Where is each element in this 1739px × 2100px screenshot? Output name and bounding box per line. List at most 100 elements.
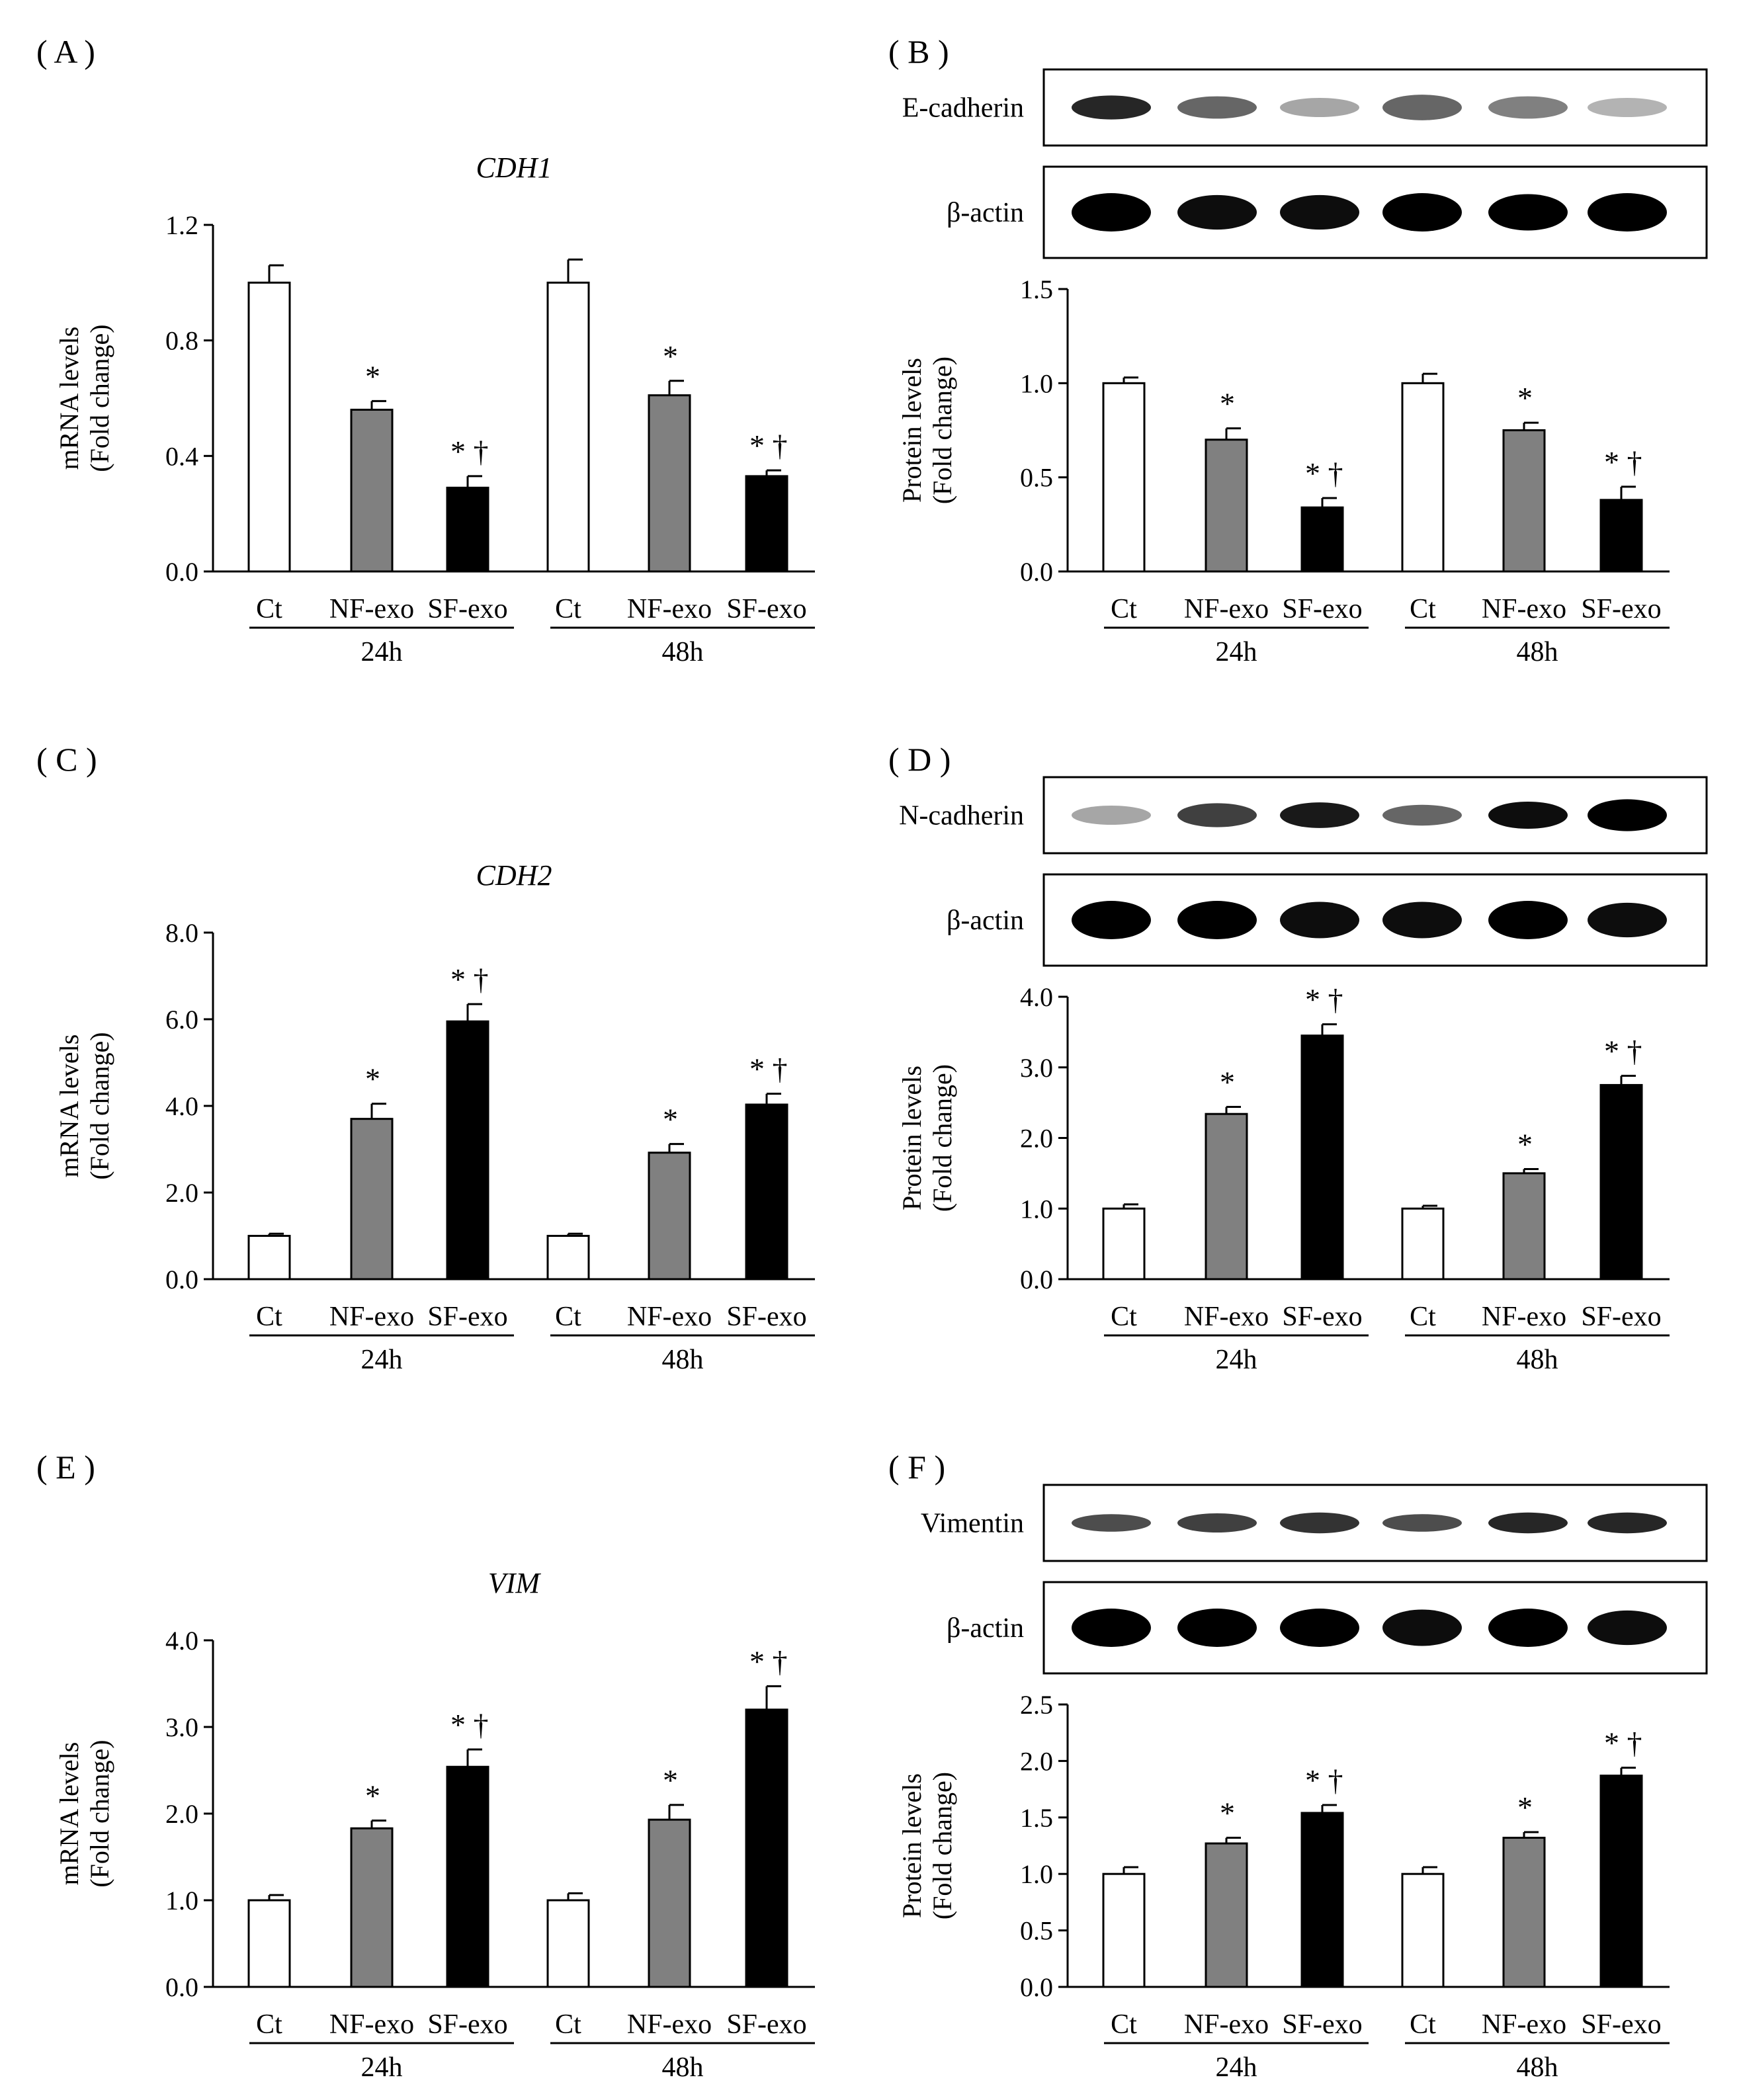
bar-nf-exo-4 <box>1502 429 1546 573</box>
group-label: 24h <box>1216 2052 1257 2083</box>
category-label: SF-exo <box>1282 594 1362 624</box>
bar-ct-3 <box>1401 1207 1445 1281</box>
category-label: SF-exo <box>1581 1302 1661 1332</box>
y-tick-label: 4.0 <box>165 1626 198 1656</box>
bar-ct-0 <box>1102 1872 1146 1988</box>
blot-band <box>1382 193 1462 231</box>
y-tick-label: 2.5 <box>1020 1690 1053 1720</box>
significance-mark: * † <box>450 962 489 996</box>
y-tick-label: 1.0 <box>165 1886 198 1915</box>
y-axis-label: Protein levels <box>897 358 927 503</box>
panel-letter: ( B ) <box>888 33 949 70</box>
significance-mark: * † <box>749 429 788 462</box>
significance-mark: * † <box>1305 456 1343 490</box>
bar-nf-exo-4 <box>1502 1837 1546 1988</box>
significance-mark: * <box>663 339 678 373</box>
blot-band <box>1488 1512 1568 1534</box>
y-tick-label: 2.0 <box>165 1799 198 1829</box>
blot-band <box>1280 902 1359 939</box>
blot-band <box>1382 804 1462 826</box>
category-label: NF-exo <box>1482 1302 1566 1332</box>
blot-band <box>1488 194 1568 231</box>
category-label: NF-exo <box>329 2009 414 2040</box>
bar-nf-exo-4 <box>648 394 691 573</box>
significance-mark: * <box>365 359 380 393</box>
bar-ct-0 <box>1102 382 1146 573</box>
y-axis-label: mRNA levels <box>54 327 84 470</box>
category-label: Ct <box>555 594 581 624</box>
significance-mark: * <box>1517 1790 1533 1824</box>
bar-ct-0 <box>247 1235 291 1281</box>
blot-band <box>1382 902 1462 939</box>
category-label: Ct <box>1111 2009 1137 2040</box>
y-axis-label: Protein levels <box>897 1773 927 1918</box>
blot-band <box>1177 1609 1257 1647</box>
category-label: SF-exo <box>726 1302 806 1332</box>
group-label: 24h <box>1216 1345 1257 1375</box>
category-label: NF-exo <box>627 1302 712 1332</box>
significance-mark: * † <box>1305 1763 1343 1797</box>
significance-mark: * <box>365 1779 380 1812</box>
category-label: SF-exo <box>1581 594 1661 624</box>
category-label: SF-exo <box>1282 2009 1362 2040</box>
blot-band <box>1072 806 1151 825</box>
group-label: 48h <box>662 2052 704 2083</box>
blot-label: N-cadherin <box>899 801 1024 831</box>
blot-band <box>1280 1512 1359 1534</box>
bar-nf-exo-4 <box>648 1818 691 1988</box>
bar-ct-0 <box>1102 1207 1146 1281</box>
significance-mark: * <box>1517 381 1533 415</box>
group-label: 48h <box>1517 637 1558 667</box>
y-tick-label: 0.0 <box>1020 1265 1053 1294</box>
group-label: 24h <box>1216 637 1257 667</box>
blot-band <box>1488 1609 1568 1647</box>
y-axis-label: Protein levels <box>897 1066 927 1210</box>
bar-sf-exo-5 <box>745 1708 788 1988</box>
category-label: SF-exo <box>427 1302 507 1332</box>
bar-nf-exo-1 <box>1205 1113 1248 1281</box>
bar-sf-exo-5 <box>745 1103 788 1281</box>
category-label: Ct <box>555 1302 581 1332</box>
panel-letter: ( D ) <box>888 741 951 778</box>
significance-mark: * † <box>1604 445 1642 479</box>
category-label: Ct <box>1111 1302 1137 1332</box>
panel-4: ( E ) VIM 0.0 1.0 2.0 3.0 4.0 mRNA levels (Fold … <box>36 1449 815 2083</box>
blot-band <box>1280 194 1359 230</box>
category-label: SF-exo <box>427 2009 507 2040</box>
significance-mark: * † <box>450 435 489 468</box>
bar-sf-exo-2 <box>446 1765 489 1988</box>
y-axis-label: mRNA levels <box>54 1742 84 1886</box>
y-tick-label: 1.0 <box>1020 1194 1053 1224</box>
bar-nf-exo-1 <box>350 408 394 573</box>
blot-band <box>1072 901 1151 939</box>
category-label: Ct <box>1111 594 1137 624</box>
significance-mark: * <box>663 1103 678 1136</box>
blot-band <box>1588 1512 1667 1534</box>
bar-nf-exo-1 <box>1205 439 1248 573</box>
blot-band <box>1588 98 1667 117</box>
blot-band <box>1588 799 1667 831</box>
y-tick-label: 3.0 <box>165 1712 198 1742</box>
blot-band <box>1072 1514 1151 1532</box>
y-tick-label: 0.0 <box>1020 1972 1053 2002</box>
category-label: NF-exo <box>1482 2009 1566 2040</box>
bar-sf-exo-2 <box>446 1020 489 1281</box>
y-tick-label: 6.0 <box>165 1005 198 1034</box>
bar-sf-exo-5 <box>745 475 788 573</box>
panel-1: ( B ) 0.0 0.5 1.0 1.5 Protein levels (Fold cha… <box>888 33 1708 667</box>
category-label: SF-exo <box>1581 2009 1661 2040</box>
y-tick-label: 2.0 <box>165 1178 198 1208</box>
significance-mark: * † <box>1604 1034 1642 1068</box>
y-tick-label: 0.5 <box>1020 1916 1053 1946</box>
y-tick-label: 0.0 <box>1020 557 1053 587</box>
bar-sf-exo-5 <box>1599 1775 1643 1988</box>
significance-mark: * † <box>1604 1726 1642 1760</box>
category-label: NF-exo <box>1184 594 1269 624</box>
bar-sf-exo-2 <box>1300 506 1344 573</box>
y-tick-label: 1.5 <box>1020 274 1053 304</box>
category-label: Ct <box>1410 1302 1436 1332</box>
y-tick-label: 0.5 <box>1020 463 1053 493</box>
bar-ct-3 <box>1401 1872 1445 1988</box>
bar-sf-exo-5 <box>1599 1083 1643 1281</box>
group-label: 48h <box>662 1345 704 1375</box>
